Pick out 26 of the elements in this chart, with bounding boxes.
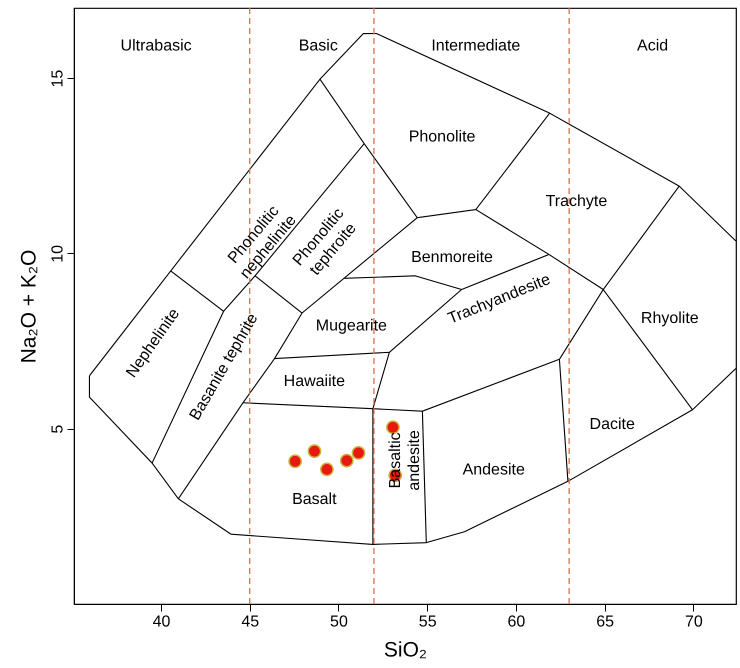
annotation: Dacite <box>590 416 635 434</box>
y-tick-label: 5 <box>50 424 66 434</box>
annotation: Ultrabasic <box>120 38 192 55</box>
x-tick-label: 65 <box>596 614 614 630</box>
x-tick-label: 70 <box>685 614 703 630</box>
x-tick-label: 60 <box>508 614 526 630</box>
y-tick-label: 10 <box>50 244 66 263</box>
annotation: Andesite <box>462 461 525 478</box>
annotation: Mugearite <box>316 318 388 335</box>
annotation: Basic <box>298 38 338 55</box>
x-tick-label: 55 <box>418 614 437 630</box>
annotation: Hawaiite <box>284 373 346 390</box>
annotation: Basalt <box>292 491 338 508</box>
y-tick-label: 15 <box>50 70 66 88</box>
annotation: Basaltic andesite <box>387 430 424 491</box>
x-tick-label: 45 <box>241 614 260 630</box>
x-axis-title: SiO₂ <box>384 638 428 662</box>
annotation: Phonolite <box>408 128 476 146</box>
y-axis-title: Na₂O + K₂O <box>18 250 40 364</box>
annotation: Acid <box>637 38 668 55</box>
x-tick-label: 50 <box>330 614 348 630</box>
annotation: Benmoreite <box>411 249 494 266</box>
annotation: Rhyolite <box>640 310 699 327</box>
annotation: Trachyte <box>546 193 608 210</box>
x-tick-label: 40 <box>152 614 170 630</box>
annotation: Intermediate <box>431 38 520 55</box>
